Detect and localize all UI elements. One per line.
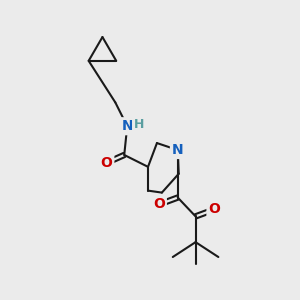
Text: H: H xyxy=(134,118,144,131)
Text: O: O xyxy=(153,197,165,212)
Text: N: N xyxy=(172,143,184,157)
Text: N: N xyxy=(122,119,133,133)
Text: O: O xyxy=(208,202,220,216)
Text: O: O xyxy=(100,156,112,170)
